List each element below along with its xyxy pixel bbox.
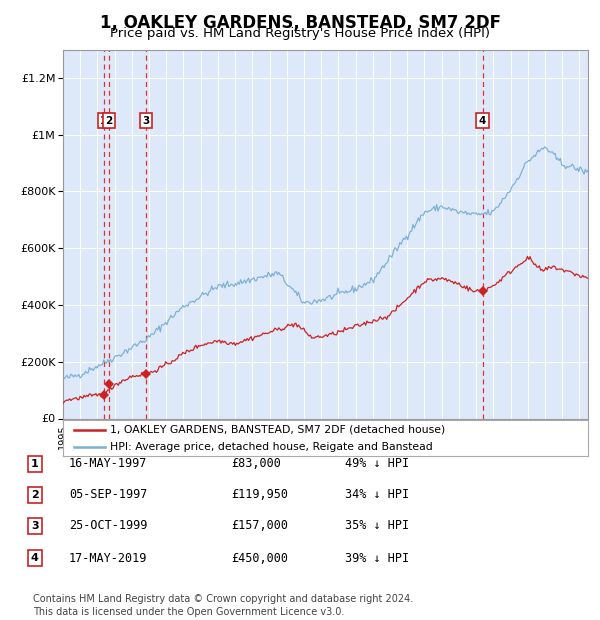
Text: 3: 3 — [142, 115, 149, 125]
Text: 1, OAKLEY GARDENS, BANSTEAD, SM7 2DF (detached house): 1, OAKLEY GARDENS, BANSTEAD, SM7 2DF (de… — [110, 425, 445, 435]
Text: £119,950: £119,950 — [231, 489, 288, 501]
Text: 1, OAKLEY GARDENS, BANSTEAD, SM7 2DF: 1, OAKLEY GARDENS, BANSTEAD, SM7 2DF — [100, 14, 500, 32]
Text: 05-SEP-1997: 05-SEP-1997 — [69, 489, 148, 501]
Text: 1: 1 — [100, 115, 107, 125]
Text: 34% ↓ HPI: 34% ↓ HPI — [345, 489, 409, 501]
Text: 2: 2 — [31, 490, 38, 500]
Text: 17-MAY-2019: 17-MAY-2019 — [69, 552, 148, 564]
Text: 16-MAY-1997: 16-MAY-1997 — [69, 458, 148, 470]
Text: 4: 4 — [31, 553, 39, 563]
Text: 4: 4 — [479, 115, 487, 125]
Text: 3: 3 — [31, 521, 38, 531]
Text: 2: 2 — [106, 115, 113, 125]
Text: 35% ↓ HPI: 35% ↓ HPI — [345, 520, 409, 532]
Text: £83,000: £83,000 — [231, 458, 281, 470]
Text: Contains HM Land Registry data © Crown copyright and database right 2024.
This d: Contains HM Land Registry data © Crown c… — [33, 594, 413, 617]
Text: Price paid vs. HM Land Registry's House Price Index (HPI): Price paid vs. HM Land Registry's House … — [110, 27, 490, 40]
Text: £450,000: £450,000 — [231, 552, 288, 564]
Text: £157,000: £157,000 — [231, 520, 288, 532]
Text: 49% ↓ HPI: 49% ↓ HPI — [345, 458, 409, 470]
Text: 25-OCT-1999: 25-OCT-1999 — [69, 520, 148, 532]
Text: 1: 1 — [31, 459, 38, 469]
Text: HPI: Average price, detached house, Reigate and Banstead: HPI: Average price, detached house, Reig… — [110, 442, 433, 452]
Text: 39% ↓ HPI: 39% ↓ HPI — [345, 552, 409, 564]
